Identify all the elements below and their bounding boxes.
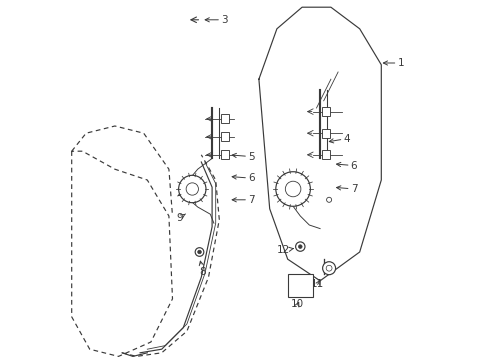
- Circle shape: [195, 248, 203, 256]
- FancyBboxPatch shape: [321, 150, 329, 159]
- Circle shape: [197, 250, 201, 254]
- Circle shape: [178, 175, 205, 203]
- Text: 11: 11: [310, 279, 324, 289]
- Circle shape: [285, 181, 300, 197]
- Circle shape: [298, 245, 302, 248]
- FancyBboxPatch shape: [221, 114, 228, 123]
- Text: 5: 5: [232, 152, 254, 162]
- Text: 7: 7: [232, 195, 254, 205]
- Circle shape: [275, 172, 310, 206]
- Text: 3: 3: [205, 15, 227, 25]
- Text: 9: 9: [176, 213, 185, 223]
- Circle shape: [325, 265, 331, 271]
- Text: 6: 6: [232, 173, 254, 183]
- FancyBboxPatch shape: [221, 132, 228, 141]
- FancyBboxPatch shape: [321, 107, 329, 116]
- Text: 2: 2: [176, 188, 185, 198]
- Text: 12: 12: [276, 245, 293, 255]
- Text: 1: 1: [383, 58, 403, 68]
- Text: 6: 6: [336, 161, 357, 171]
- Circle shape: [186, 183, 198, 195]
- FancyBboxPatch shape: [221, 150, 228, 159]
- Text: 7: 7: [336, 184, 357, 194]
- Text: 10: 10: [291, 299, 304, 309]
- Circle shape: [326, 197, 331, 202]
- Text: 4: 4: [328, 134, 349, 144]
- FancyBboxPatch shape: [321, 129, 329, 138]
- Text: 8: 8: [199, 261, 206, 277]
- Circle shape: [322, 262, 335, 275]
- Circle shape: [295, 242, 305, 251]
- FancyBboxPatch shape: [287, 274, 312, 297]
